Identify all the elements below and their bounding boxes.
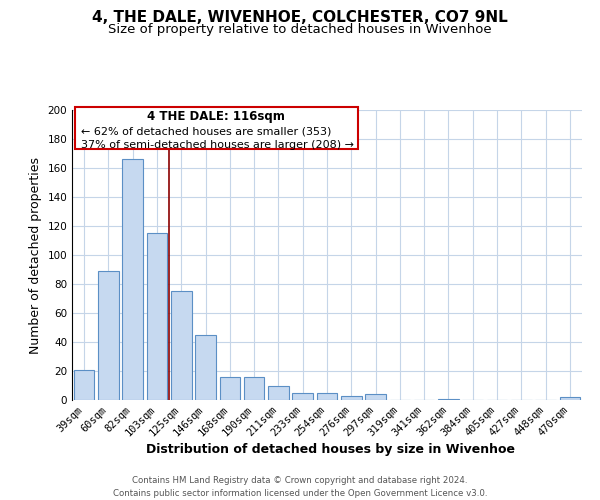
Text: Distribution of detached houses by size in Wivenhoe: Distribution of detached houses by size … [146,442,515,456]
Bar [317,393,337,400]
Bar [244,377,265,400]
Bar [365,394,386,400]
Bar [292,393,313,400]
Text: Size of property relative to detached houses in Wivenhoe: Size of property relative to detached ho… [108,22,492,36]
Y-axis label: Number of detached properties: Number of detached properties [29,156,42,354]
Text: 37% of semi-detached houses are larger (208) →: 37% of semi-detached houses are larger (… [80,140,353,149]
Bar [98,271,119,400]
Text: 4, THE DALE, WIVENHOE, COLCHESTER, CO7 9NL: 4, THE DALE, WIVENHOE, COLCHESTER, CO7 9… [92,10,508,25]
Bar [438,398,459,400]
Bar [560,397,580,400]
Bar [268,386,289,400]
Bar [146,233,167,400]
Text: Contains HM Land Registry data © Crown copyright and database right 2024.
Contai: Contains HM Land Registry data © Crown c… [113,476,487,498]
Bar [195,335,216,400]
Bar [171,291,191,400]
Bar [341,396,362,400]
Text: ← 62% of detached houses are smaller (353): ← 62% of detached houses are smaller (35… [80,126,331,136]
Text: 4 THE DALE: 116sqm: 4 THE DALE: 116sqm [147,110,285,122]
Bar [122,160,143,400]
Bar [220,377,240,400]
Bar [74,370,94,400]
